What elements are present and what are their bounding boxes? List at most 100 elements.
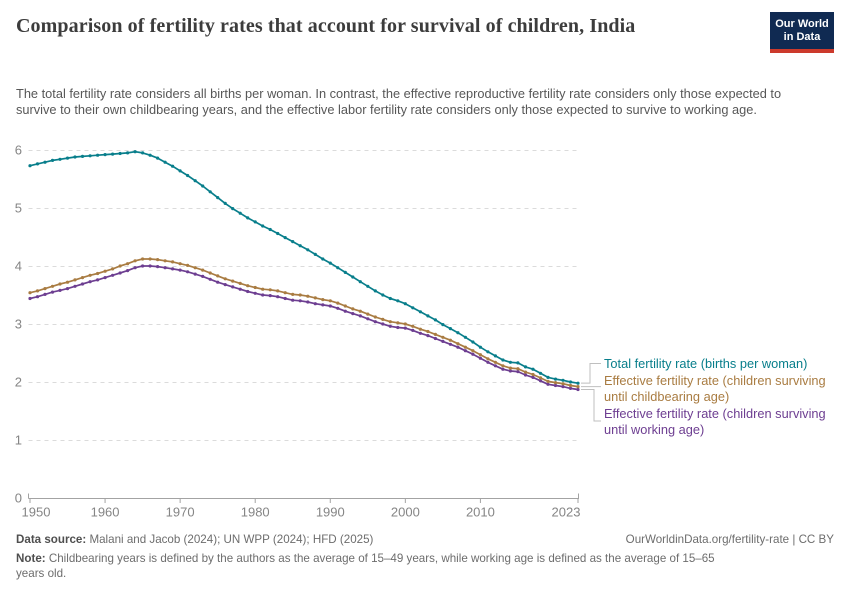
- series-marker: [156, 265, 160, 269]
- series-marker: [231, 285, 235, 289]
- series-marker: [561, 382, 565, 386]
- series-marker: [456, 331, 460, 335]
- series-marker: [576, 385, 580, 389]
- series-marker: [223, 201, 227, 205]
- series-marker: [486, 350, 490, 354]
- series-marker: [396, 299, 400, 303]
- series-marker: [418, 310, 422, 314]
- series-marker: [531, 375, 535, 379]
- series-marker: [373, 289, 377, 293]
- citation-link[interactable]: OurWorldinData.org/fertility-rate | CC B…: [625, 533, 834, 546]
- series-marker: [28, 296, 32, 301]
- series-marker: [471, 340, 475, 344]
- series-marker: [118, 271, 122, 275]
- series-marker: [568, 383, 573, 388]
- series-marker: [351, 275, 355, 279]
- series-marker: [253, 220, 257, 224]
- series-marker: [126, 262, 130, 266]
- series-marker: [28, 164, 32, 168]
- series-marker: [73, 284, 77, 288]
- series-marker: [148, 257, 152, 261]
- series-marker: [313, 252, 317, 256]
- series-marker: [538, 371, 543, 375]
- y-axis-label: 4: [15, 259, 22, 274]
- series-marker: [411, 328, 415, 332]
- series-marker: [553, 377, 558, 381]
- legend-item-effective-working: Effective fertility rate (children survi…: [604, 406, 850, 438]
- series-marker: [246, 284, 250, 288]
- owid-logo[interactable]: Our World in Data: [770, 12, 834, 53]
- series-marker: [253, 291, 257, 295]
- series-marker: [186, 173, 190, 178]
- y-axis-label: 0: [15, 491, 22, 506]
- series-marker: [508, 369, 512, 373]
- series-marker: [411, 306, 415, 310]
- series-marker: [516, 370, 520, 374]
- logo-text-line2: in Data: [783, 31, 821, 43]
- series-marker: [178, 262, 182, 266]
- series-marker: [35, 289, 40, 293]
- series-marker: [43, 160, 47, 164]
- series-marker: [111, 267, 115, 271]
- series-marker: [306, 300, 310, 304]
- series-marker: [381, 322, 385, 326]
- series-marker: [471, 352, 475, 356]
- series-marker: [478, 356, 482, 360]
- series-marker: [396, 325, 400, 330]
- series-line-2: [29, 265, 579, 391]
- series-marker: [261, 224, 265, 228]
- series-marker: [73, 155, 77, 159]
- series-marker: [441, 323, 445, 327]
- legend-label: until working age): [604, 422, 705, 437]
- series-marker: [343, 309, 347, 313]
- series-marker: [381, 293, 385, 297]
- y-axis-label: 2: [15, 375, 22, 390]
- series-marker: [43, 287, 47, 291]
- series-marker: [238, 211, 242, 215]
- series-marker: [313, 302, 317, 306]
- x-axis-label: 2023: [552, 505, 581, 520]
- series-marker: [201, 274, 205, 278]
- series-marker: [208, 271, 212, 275]
- note-label: Note:: [16, 552, 46, 565]
- y-axis-label: 6: [15, 143, 22, 158]
- series-marker: [261, 293, 265, 297]
- series-marker: [508, 360, 512, 364]
- series-marker: [35, 295, 40, 299]
- series-marker: [576, 381, 580, 385]
- series-marker: [118, 151, 122, 156]
- series-marker: [501, 358, 505, 362]
- series-marker: [148, 264, 152, 268]
- legend-item-effective-childbearing: Effective fertility rate (children survi…: [604, 373, 850, 405]
- series-marker: [186, 270, 190, 274]
- series-marker: [216, 280, 220, 284]
- series-marker: [426, 334, 430, 338]
- note-text: Childbearing years is defined by the aut…: [16, 552, 715, 580]
- series-marker: [373, 320, 377, 324]
- series-marker: [523, 370, 528, 374]
- series-marker: [351, 312, 355, 316]
- series-marker: [508, 366, 512, 370]
- series-marker: [306, 248, 310, 252]
- series-marker: [538, 376, 543, 380]
- series-marker: [426, 314, 430, 318]
- series-marker: [388, 320, 392, 324]
- series-marker: [321, 257, 325, 261]
- series-marker: [298, 244, 302, 248]
- series-marker: [388, 324, 392, 328]
- series-marker: [553, 381, 558, 385]
- series-marker: [366, 317, 370, 321]
- series-marker: [328, 304, 332, 308]
- series-marker: [343, 270, 347, 274]
- series-marker: [50, 158, 55, 162]
- chart-subtitle: The total fertility rate considers all b…: [16, 86, 782, 117]
- series-line-1: [29, 258, 579, 388]
- series-marker: [163, 259, 167, 263]
- series-marker: [156, 258, 160, 262]
- series-marker: [208, 190, 212, 194]
- series-marker: [111, 152, 115, 156]
- series-marker: [516, 361, 520, 365]
- x-axis-label: 1980: [241, 505, 270, 520]
- series-marker: [448, 342, 452, 346]
- series-marker: [441, 339, 445, 343]
